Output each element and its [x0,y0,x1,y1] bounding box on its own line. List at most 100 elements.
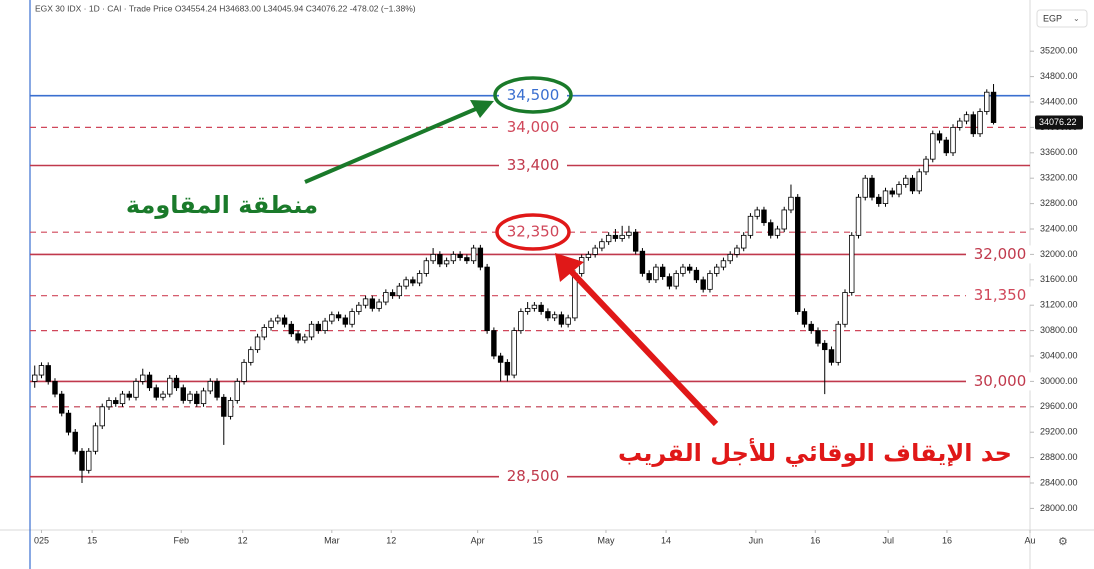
candle-body [707,273,713,290]
candle-body [801,311,808,325]
y-tick-label: 29600.00 [1040,401,1078,411]
candle-body [383,292,389,303]
candle-body [592,247,598,255]
candle-body [612,234,619,239]
candle-body [896,184,902,195]
currency[interactable]: EGP [1043,13,1062,23]
candle-body [234,381,240,401]
candle-body [876,196,882,205]
candle-body [713,266,720,274]
candle-body [754,209,760,217]
candle-body [295,333,301,341]
candle-body [38,365,45,376]
candle-body [369,298,376,309]
candle-body [673,273,679,287]
level-label-bg [499,156,567,175]
level-label-bg [499,86,567,105]
candle-body [207,381,213,392]
candle-body [727,254,733,262]
candle-body [686,266,693,271]
candle-body [849,234,855,293]
candle-body [194,393,200,405]
candle-body [214,381,220,398]
level-label-bg [499,467,567,486]
candle-body [248,349,254,363]
red-arrow [565,265,719,427]
y-tick-label: 29200.00 [1040,427,1078,437]
level-label: 31,350 [974,286,1027,304]
settings-icon[interactable]: ⚙ [1058,536,1068,548]
x-tick-label: Apr [471,535,485,545]
candle-body [930,133,936,160]
annotation: منطقة المقاومة [126,191,318,219]
candle-body [497,355,504,363]
level-label: 33,400 [507,156,560,174]
y-tick-label: 31200.00 [1040,300,1078,310]
y-tick-label: 32000.00 [1040,249,1078,259]
y-tick-label: 34800.00 [1040,71,1078,81]
candle-body [335,314,342,319]
candle-body [551,314,558,319]
candle-body [558,314,565,325]
candle-body [180,387,186,401]
candles [32,84,997,484]
level-label: 30,000 [974,372,1027,390]
candle-body [342,317,349,325]
candle-body [774,228,781,236]
candle-body [403,279,409,287]
candle-body [531,304,538,309]
candle-body [518,311,524,332]
candle-body [862,177,868,198]
candle-body [957,120,963,128]
candle-body [491,330,497,357]
candle-body [45,365,51,382]
candle-body [903,177,909,185]
level-label-bg [966,286,1034,305]
candle-body [106,400,112,408]
candle-body [126,393,132,398]
candle-body [680,266,686,274]
candle-body [511,330,517,376]
x-tick-label: 15 [533,535,543,545]
candle-body [396,285,403,297]
candle-body [437,254,443,265]
candle-body [855,196,862,236]
candle-body [281,317,288,325]
candle-body [828,349,835,363]
candle-body [578,257,585,274]
candle-body [79,450,85,471]
candle-body [909,177,916,192]
currency-box[interactable] [1036,9,1088,28]
y-tick-label: 30800.00 [1040,325,1078,335]
candle-body [99,406,105,427]
candle-body [781,209,787,230]
candle-body [768,222,774,236]
candle-body [788,196,794,211]
candle-body [187,393,193,401]
x-tick-label: 12 [238,535,248,545]
green-arrow [304,106,479,184]
currency-caret[interactable]: ⌄ [1073,14,1080,23]
y-tick-label: 30400.00 [1040,350,1078,360]
y-tick-label: 35200.00 [1040,46,1078,56]
resistance-ellipse [493,76,573,114]
x-tick-label: 16 [810,535,820,545]
candle-body [376,301,382,309]
candle-body [565,317,571,325]
level-label: 32,000 [974,245,1027,263]
candle-body [146,374,153,389]
candle-body [524,307,531,312]
stop-ellipse [495,213,571,251]
level-label-bg [499,223,567,242]
candle-body [693,269,700,281]
green-arrow-head [470,100,494,118]
candle-body [822,342,828,351]
candle-body [173,377,180,389]
x-tick-label: Feb [173,535,189,545]
candle-body [538,304,544,312]
candle-body [329,314,335,322]
y-tick-label: 28800.00 [1040,452,1078,462]
y-tick-label: 32800.00 [1040,198,1078,208]
candle-body [227,400,234,417]
